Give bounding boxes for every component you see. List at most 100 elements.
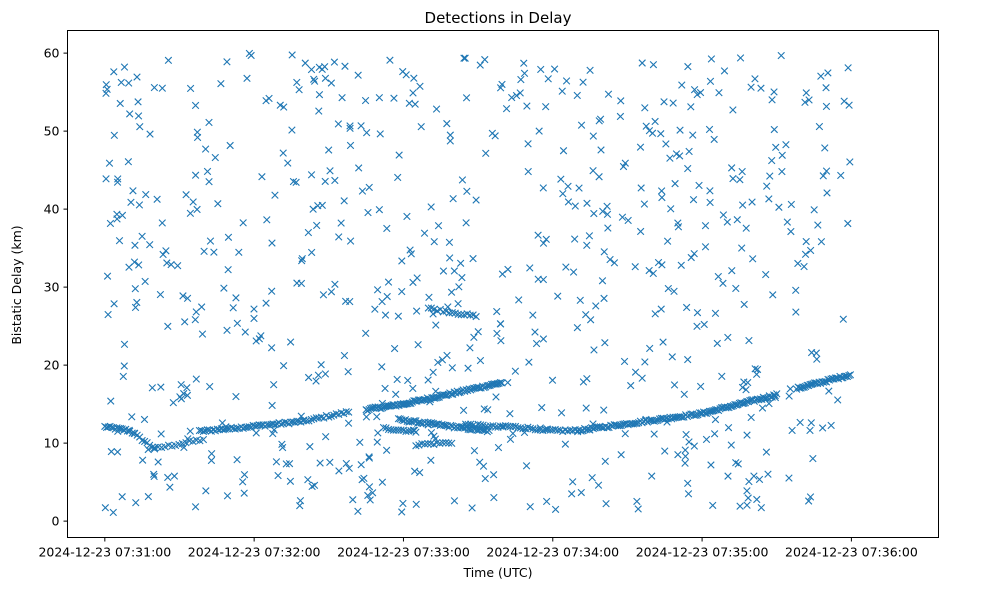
detection-marker bbox=[409, 89, 417, 97]
detection-marker bbox=[732, 458, 740, 467]
detection-marker bbox=[758, 404, 767, 412]
detection-marker bbox=[247, 51, 255, 60]
detection-marker bbox=[393, 375, 401, 384]
detection-marker bbox=[462, 219, 470, 227]
detection-marker bbox=[149, 470, 158, 479]
detection-marker bbox=[307, 171, 316, 179]
detection-marker bbox=[586, 66, 594, 75]
detection-marker bbox=[324, 146, 333, 154]
detection-marker bbox=[365, 454, 374, 462]
detection-marker bbox=[700, 320, 708, 329]
detection-marker bbox=[640, 200, 649, 208]
detection-marker bbox=[807, 419, 815, 427]
detection-marker bbox=[787, 200, 796, 209]
detection-marker bbox=[267, 344, 276, 352]
detection-marker bbox=[445, 439, 453, 447]
detection-marker bbox=[138, 436, 146, 445]
detection-marker bbox=[481, 55, 489, 64]
detection-marker bbox=[693, 308, 702, 317]
detection-marker bbox=[327, 288, 336, 296]
detection-marker bbox=[276, 101, 284, 109]
detection-marker bbox=[734, 460, 742, 468]
detection-marker bbox=[522, 462, 531, 470]
detection-marker bbox=[509, 422, 517, 431]
detection-marker bbox=[512, 91, 521, 100]
detection-marker bbox=[304, 476, 312, 484]
detection-marker bbox=[419, 396, 427, 404]
detection-marker bbox=[362, 413, 371, 421]
detection-marker bbox=[321, 177, 329, 186]
detection-marker bbox=[474, 383, 482, 391]
detection-marker bbox=[449, 195, 457, 203]
detection-marker bbox=[819, 172, 827, 180]
detection-marker bbox=[310, 77, 319, 85]
detection-marker bbox=[785, 474, 793, 482]
detection-marker bbox=[320, 62, 329, 71]
detection-marker bbox=[638, 374, 646, 382]
detection-marker bbox=[509, 429, 517, 438]
detection-marker bbox=[110, 68, 118, 76]
detection-marker bbox=[434, 222, 443, 230]
detection-marker bbox=[720, 67, 729, 75]
y-axis-label: Bistatic Delay (km) bbox=[9, 225, 24, 344]
detection-marker bbox=[801, 98, 809, 107]
y-tick-label: 60 bbox=[44, 46, 60, 61]
detection-marker bbox=[526, 264, 534, 272]
detection-marker bbox=[616, 112, 625, 121]
detection-marker bbox=[742, 386, 750, 394]
detection-marker bbox=[497, 337, 505, 345]
detection-marker bbox=[770, 125, 778, 134]
detection-marker bbox=[337, 219, 345, 227]
detection-marker bbox=[506, 409, 514, 418]
detection-marker bbox=[582, 404, 590, 412]
detection-marker bbox=[457, 311, 465, 319]
detection-marker bbox=[429, 368, 437, 376]
detection-marker bbox=[634, 505, 642, 513]
detection-marker bbox=[537, 65, 545, 74]
detection-marker bbox=[715, 89, 723, 97]
detection-marker bbox=[335, 233, 343, 241]
detection-marker bbox=[411, 100, 419, 108]
detection-marker bbox=[724, 333, 732, 342]
detection-marker bbox=[157, 430, 165, 438]
detection-marker bbox=[466, 311, 474, 319]
detection-marker bbox=[271, 191, 279, 199]
detection-marker bbox=[729, 174, 737, 183]
detection-marker bbox=[693, 322, 701, 330]
detection-marker bbox=[846, 371, 855, 379]
detection-marker bbox=[727, 164, 736, 172]
detection-marker bbox=[728, 266, 736, 275]
detection-marker bbox=[684, 62, 692, 71]
detection-marker bbox=[589, 167, 597, 175]
detection-marker bbox=[269, 429, 277, 438]
detection-marker bbox=[511, 367, 520, 375]
detection-marker bbox=[822, 167, 831, 175]
detection-marker bbox=[589, 420, 597, 428]
detection-marker bbox=[146, 130, 154, 138]
detection-marker bbox=[769, 291, 777, 299]
detection-marker bbox=[223, 58, 231, 66]
detection-marker bbox=[445, 254, 454, 262]
detection-marker bbox=[193, 133, 202, 142]
detection-marker bbox=[539, 335, 548, 343]
detection-marker bbox=[548, 376, 557, 384]
detection-marker bbox=[796, 418, 804, 427]
detection-marker bbox=[197, 303, 206, 311]
detection-marker bbox=[125, 263, 133, 271]
detection-marker bbox=[364, 491, 372, 500]
detection-marker bbox=[238, 478, 247, 486]
detection-marker bbox=[794, 259, 802, 268]
detection-marker bbox=[397, 426, 405, 434]
detection-marker bbox=[307, 65, 316, 74]
detection-marker bbox=[792, 308, 800, 316]
x-tick-label: 2024-12-23 07:32:00 bbox=[188, 545, 321, 560]
detection-marker bbox=[631, 368, 640, 376]
detection-marker bbox=[469, 254, 477, 263]
detection-marker bbox=[146, 240, 154, 249]
detection-marker bbox=[125, 110, 134, 118]
detection-marker bbox=[539, 184, 547, 192]
detection-marker bbox=[426, 398, 434, 406]
detection-marker bbox=[268, 401, 276, 410]
detection-marker bbox=[674, 219, 682, 227]
detection-marker bbox=[233, 319, 242, 327]
